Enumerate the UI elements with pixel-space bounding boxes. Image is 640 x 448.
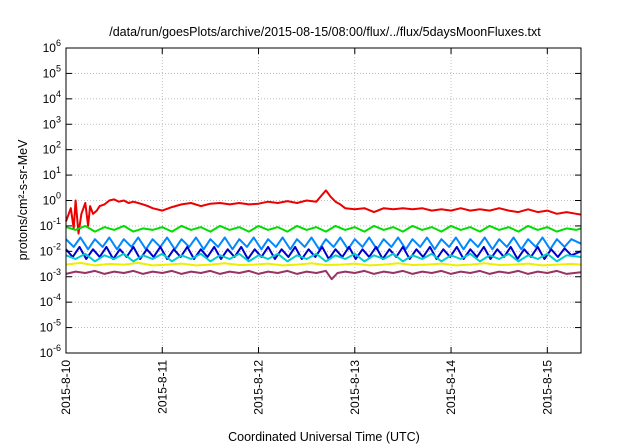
x-tick-label: 2015-8-12: [252, 360, 266, 415]
y-tick-label: 10-5: [40, 318, 61, 335]
y-tick-label: 10-4: [40, 292, 61, 309]
x-axis: 2015-8-10 2015-8-11 2015-8-12 2015-8-13 2015…: [59, 48, 554, 415]
y-tick-exponent: -5: [53, 318, 61, 328]
x-tick-label: 2015-8-10: [59, 360, 73, 415]
y-tick-base: 10: [40, 244, 54, 258]
y-tick-base: 10: [43, 168, 57, 182]
y-tick-base: 10: [43, 194, 57, 208]
y-tick-base: 10: [43, 92, 57, 106]
y-tick-label: 10-1: [40, 216, 61, 233]
series-line-2: [65, 224, 582, 233]
y-tick-exponent: 5: [56, 63, 61, 73]
y-tick-exponent: 4: [56, 89, 61, 99]
x-axis-label: Coordinated Universal Time (UTC): [228, 430, 420, 444]
y-tick-base: 10: [40, 346, 54, 360]
x-tick-label: 2015-8-11: [155, 360, 169, 414]
y-tick-exponent: 6: [56, 38, 61, 48]
y-tick-base: 10: [40, 321, 54, 335]
x-tick-label: 2015-8-15: [540, 360, 554, 415]
y-tick-label: 105: [43, 63, 61, 80]
y-tick-label: 100: [43, 191, 61, 208]
chart-title: /data/run/goesPlots/archive/2015-08-15/0…: [109, 25, 541, 39]
y-tick-label: 102: [43, 140, 61, 157]
y-tick-base: 10: [43, 66, 57, 80]
y-tick-exponent: -1: [53, 216, 61, 226]
x-tick-label: 2015-8-13: [348, 360, 362, 415]
series-line-3: [65, 236, 582, 251]
y-tick-exponent: -6: [53, 343, 61, 353]
y-tick-label: 101: [43, 165, 61, 182]
y-tick-label: 106: [43, 38, 61, 55]
y-tick-label: 10-3: [40, 267, 61, 284]
y-axis-label: protons/cm²-s-sr-MeV: [16, 139, 30, 261]
y-tick-exponent: 3: [56, 114, 61, 124]
y-axis: 10-610-510-410-310-210-11001011021031041…: [40, 38, 581, 360]
y-tick-exponent: 0: [56, 191, 61, 201]
y-tick-exponent: -4: [53, 292, 61, 302]
y-tick-label: 103: [43, 114, 61, 131]
y-tick-label: 104: [43, 89, 61, 106]
y-tick-label: 10-2: [40, 241, 61, 258]
y-tick-base: 10: [40, 295, 54, 309]
series-line-6: [65, 261, 582, 267]
y-tick-label: 10-6: [40, 343, 61, 360]
y-tick-exponent: 2: [56, 140, 61, 150]
series-line-5: [65, 252, 582, 263]
series-line-1: [65, 189, 582, 235]
series-layer: [65, 189, 582, 281]
y-tick-exponent: -2: [53, 241, 61, 251]
y-tick-exponent: -3: [53, 267, 61, 277]
y-tick-base: 10: [43, 117, 57, 131]
y-tick-base: 10: [40, 219, 54, 233]
series-line-7: [65, 269, 582, 281]
y-tick-exponent: 1: [56, 165, 61, 175]
y-tick-base: 10: [40, 270, 54, 284]
y-tick-base: 10: [43, 143, 57, 157]
plot-background: [66, 48, 581, 353]
x-tick-label: 2015-8-14: [444, 360, 458, 415]
y-tick-base: 10: [43, 41, 57, 55]
